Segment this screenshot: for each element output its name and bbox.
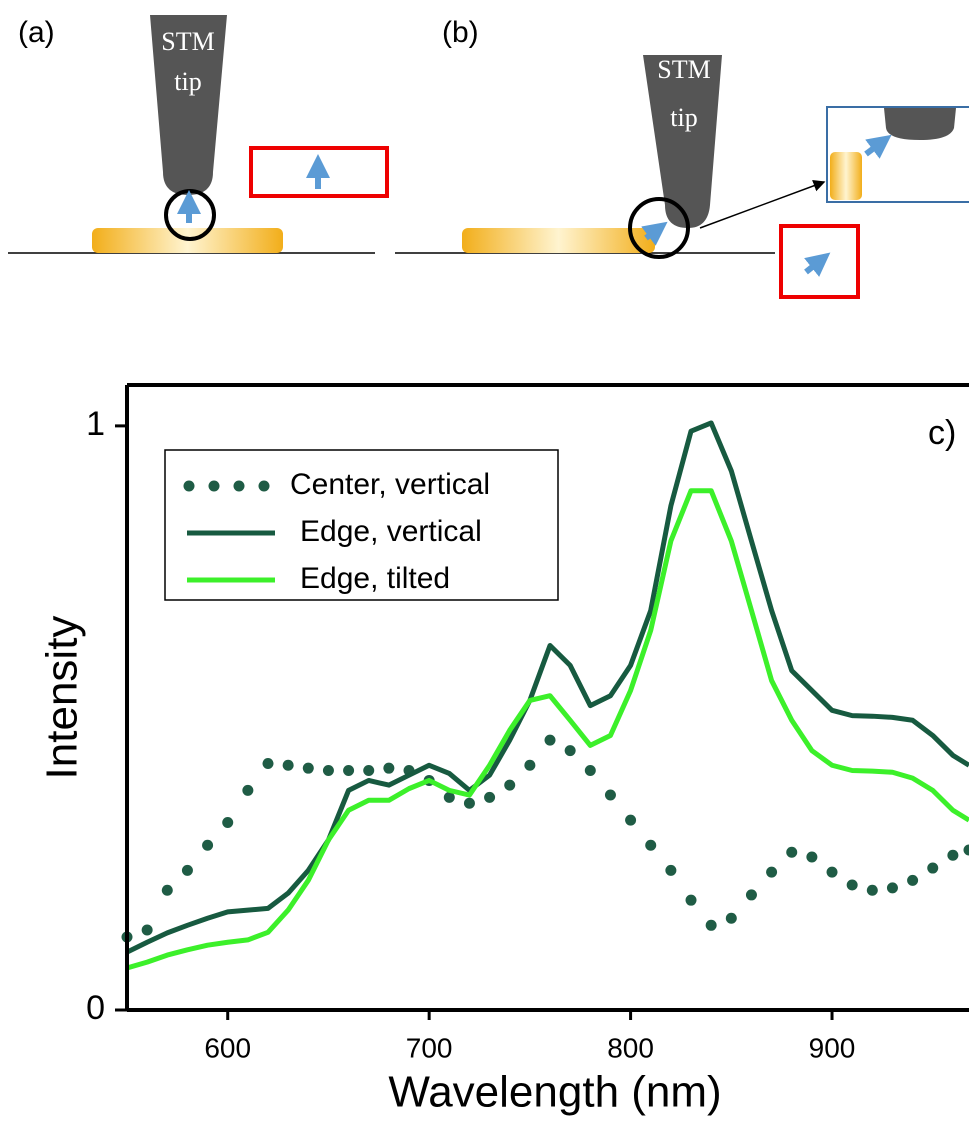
data-point <box>907 875 918 886</box>
x-axis-label: Wavelength (nm) <box>388 1068 721 1117</box>
data-point <box>585 765 596 776</box>
y-axis-label: Intensity <box>38 616 87 780</box>
y-tick-label: 1 <box>86 405 105 443</box>
data-point <box>524 760 535 771</box>
data-point <box>766 867 777 878</box>
nanoparticle <box>830 152 862 200</box>
nanoparticle <box>462 228 655 253</box>
legend-swatch <box>184 481 195 492</box>
data-point <box>162 885 173 896</box>
data-point <box>484 792 495 803</box>
data-point <box>726 913 737 924</box>
legend-swatch <box>234 481 245 492</box>
panel-label: (a) <box>18 16 55 49</box>
data-point <box>867 885 878 896</box>
panel-label: (b) <box>442 16 479 49</box>
data-point <box>504 780 515 791</box>
data-point <box>363 765 374 776</box>
data-point <box>827 867 838 878</box>
legend-label: Edge, vertical <box>300 515 482 548</box>
data-point <box>323 765 334 776</box>
data-point <box>686 895 697 906</box>
tip-text: STM <box>161 27 214 56</box>
data-point <box>202 840 213 851</box>
chart: 600 700 800 900 0 1 Wavelength (nm) Intensity c)… <box>38 385 969 1117</box>
field-arrow <box>806 260 821 272</box>
x-tick-label: 700 <box>406 1032 453 1063</box>
data-point <box>182 865 193 876</box>
data-point <box>927 863 938 874</box>
data-point <box>806 851 817 862</box>
page: (a) STM tip (b) STM tip 600 700 800 900 0 1 Wa… <box>0 0 969 1126</box>
tip-text: tip <box>670 103 697 132</box>
data-point <box>383 763 394 774</box>
data-point <box>242 785 253 796</box>
data-point <box>847 880 858 891</box>
data-point <box>625 815 636 826</box>
y-tick-label: 0 <box>86 989 105 1027</box>
data-point <box>263 758 274 769</box>
figure: (a) STM tip (b) STM tip 600 700 800 900 0 1 Wa… <box>0 0 969 1126</box>
x-tick-label: 900 <box>809 1032 856 1063</box>
data-point <box>283 760 294 771</box>
data-point <box>142 924 153 935</box>
data-point <box>786 847 797 858</box>
legend-label: Center, vertical <box>290 468 490 501</box>
tip-text: STM <box>657 55 710 84</box>
legend-label: Edge, tilted <box>300 562 450 595</box>
zoom-arrow <box>700 182 824 228</box>
data-point <box>303 763 314 774</box>
data-point <box>343 765 354 776</box>
data-point <box>964 844 969 855</box>
stm-tip <box>884 108 956 140</box>
data-point <box>887 882 898 893</box>
data-point <box>605 790 616 801</box>
x-tick-label: 800 <box>607 1032 654 1063</box>
data-point <box>665 865 676 876</box>
data-point <box>565 745 576 756</box>
data-point <box>645 840 656 851</box>
data-point <box>545 735 556 746</box>
panel-label: c) <box>928 414 956 452</box>
data-point <box>706 920 717 931</box>
tip-text: tip <box>174 67 201 96</box>
data-point <box>947 850 958 861</box>
legend-swatch <box>209 481 220 492</box>
legend-swatch <box>259 481 270 492</box>
data-point <box>464 798 475 809</box>
data-point <box>746 889 757 900</box>
data-point <box>222 817 233 828</box>
x-tick-label: 600 <box>204 1032 251 1063</box>
